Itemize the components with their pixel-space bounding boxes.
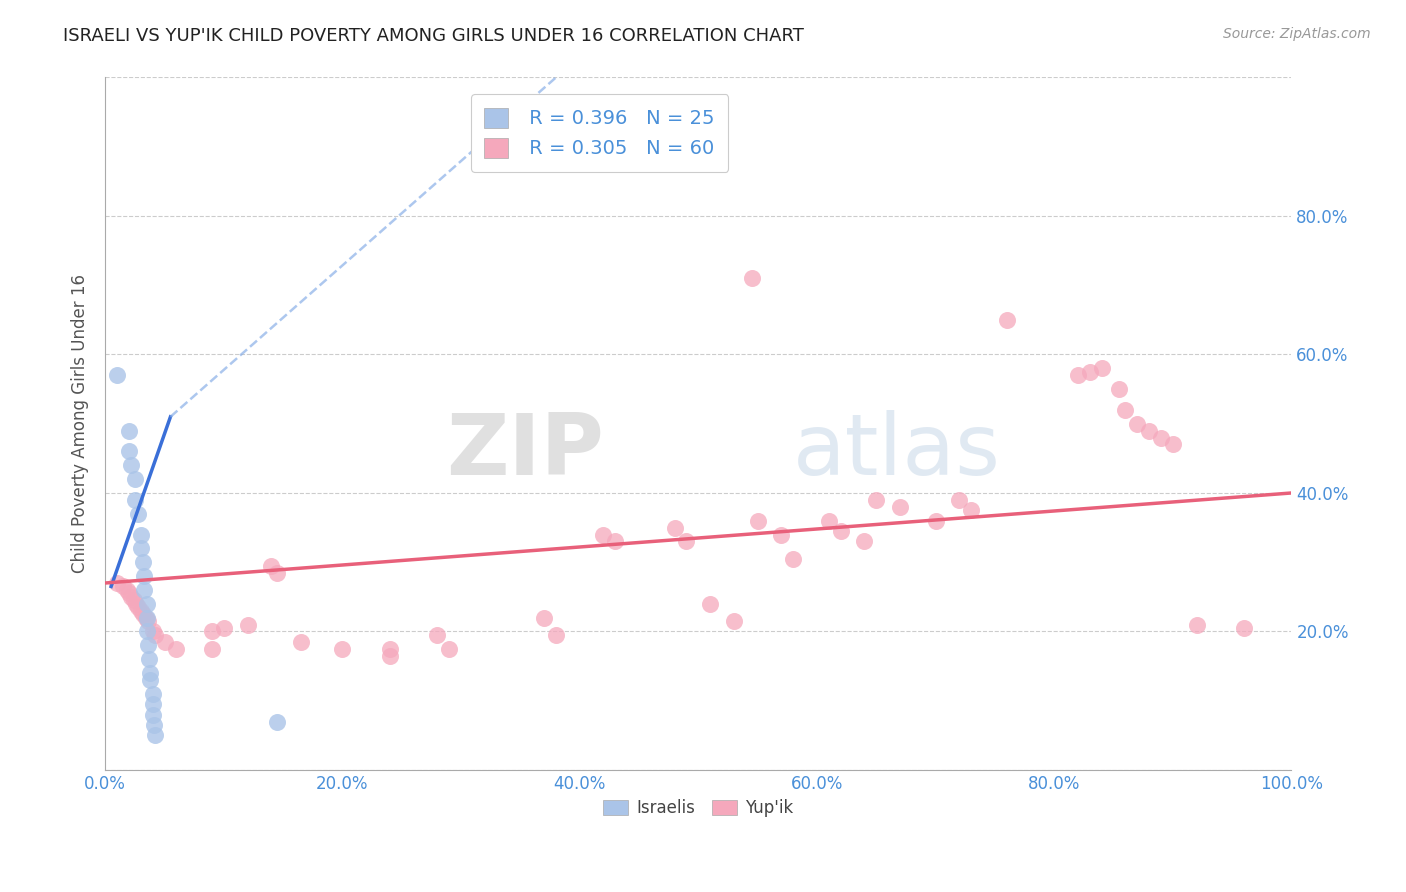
Point [1114, 402, 1136, 417]
Point [741, 271, 763, 285]
Point [332, 641, 354, 656]
Point [266, 714, 288, 729]
Point [142, 687, 165, 701]
Point [266, 566, 288, 580]
Point [142, 707, 165, 722]
Point [142, 718, 165, 732]
Text: atlas: atlas [793, 410, 1001, 493]
Point [136, 638, 159, 652]
Text: ISRAELI VS YUP'IK CHILD POVERTY AMONG GIRLS UNDER 16 CORRELATION CHART: ISRAELI VS YUP'IK CHILD POVERTY AMONG GI… [63, 27, 804, 45]
Point [143, 728, 166, 742]
Point [675, 534, 697, 549]
Point [865, 492, 887, 507]
Point [120, 590, 142, 604]
Point [122, 593, 145, 607]
Point [143, 628, 166, 642]
Point [134, 582, 156, 597]
Point [426, 628, 449, 642]
Point [105, 368, 128, 383]
Point [118, 444, 141, 458]
Point [118, 424, 141, 438]
Text: Source: ZipAtlas.com: Source: ZipAtlas.com [1223, 27, 1371, 41]
Point [236, 617, 259, 632]
Point [699, 597, 721, 611]
Point [105, 576, 128, 591]
Point [136, 614, 159, 628]
Point [111, 579, 134, 593]
Point [135, 624, 157, 639]
Point [533, 610, 555, 624]
Point [135, 610, 157, 624]
Point [770, 527, 793, 541]
Point [1233, 621, 1256, 635]
Point [853, 534, 876, 549]
Point [924, 514, 946, 528]
Point [134, 569, 156, 583]
Point [948, 492, 970, 507]
Point [120, 458, 142, 473]
Point [439, 641, 461, 656]
Point [1150, 431, 1173, 445]
Point [605, 534, 627, 549]
Point [142, 697, 165, 711]
Point [132, 607, 155, 622]
Point [139, 673, 162, 687]
Point [664, 520, 686, 534]
Point [138, 652, 160, 666]
Point [747, 514, 769, 528]
Point [1067, 368, 1090, 383]
Point [127, 600, 149, 615]
Point [1185, 617, 1208, 632]
Point [132, 555, 155, 569]
Point [1078, 365, 1101, 379]
Point [115, 582, 138, 597]
Point [1161, 437, 1184, 451]
Point [889, 500, 911, 514]
Point [153, 635, 176, 649]
Point [129, 604, 152, 618]
Point [592, 527, 614, 541]
Point [1137, 424, 1160, 438]
Point [1091, 361, 1114, 376]
Point [378, 641, 401, 656]
Point [723, 614, 745, 628]
Legend: Israelis, Yup'ik: Israelis, Yup'ik [596, 793, 800, 824]
Point [782, 551, 804, 566]
Point [378, 648, 401, 663]
Point [129, 527, 152, 541]
Point [127, 507, 149, 521]
Point [135, 610, 157, 624]
Point [118, 586, 141, 600]
Point [817, 514, 839, 528]
Point [142, 624, 165, 639]
Point [124, 492, 146, 507]
Point [995, 313, 1018, 327]
Point [201, 624, 224, 639]
Point [290, 635, 312, 649]
Point [960, 503, 983, 517]
Point [260, 558, 283, 573]
Point [135, 597, 157, 611]
Point [1126, 417, 1149, 431]
Point [212, 621, 235, 635]
Point [830, 524, 852, 538]
Point [1108, 382, 1130, 396]
Point [139, 666, 162, 681]
Point [129, 541, 152, 556]
Text: ZIP: ZIP [446, 410, 603, 493]
Point [124, 472, 146, 486]
Point [165, 641, 187, 656]
Y-axis label: Child Poverty Among Girls Under 16: Child Poverty Among Girls Under 16 [72, 274, 89, 574]
Point [201, 641, 224, 656]
Point [125, 597, 148, 611]
Point [544, 628, 567, 642]
